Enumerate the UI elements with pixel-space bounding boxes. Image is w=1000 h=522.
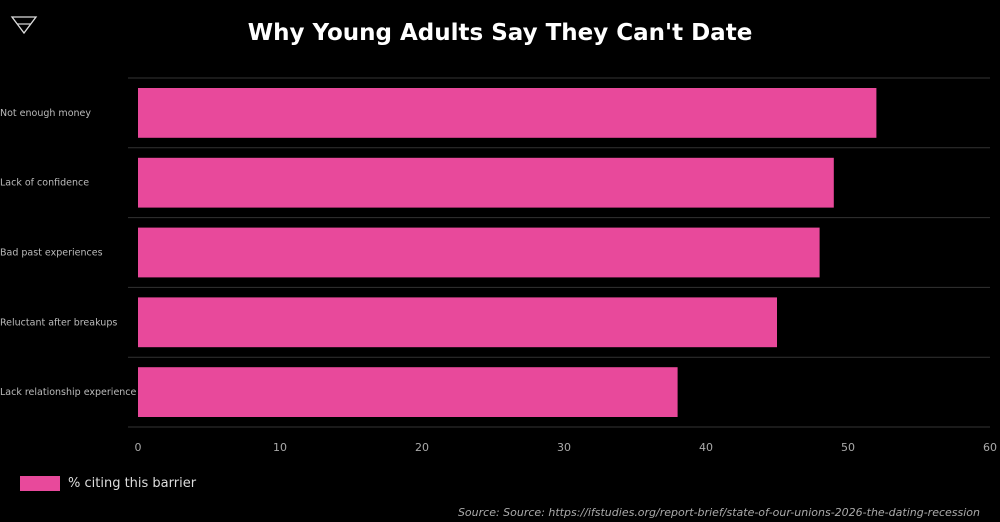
category-label: Not enough money xyxy=(0,108,91,119)
triangle-logo-icon xyxy=(10,16,38,35)
chart-title: Why Young Adults Say They Can't Date xyxy=(247,20,753,46)
bar xyxy=(138,88,877,138)
category-label: Reluctant after breakups xyxy=(0,317,117,328)
x-tick-label: 10 xyxy=(273,441,287,454)
x-tick-label: 60 xyxy=(983,441,997,454)
x-tick-label: 40 xyxy=(699,441,713,454)
bar xyxy=(138,297,777,348)
x-tick-label: 20 xyxy=(415,441,429,454)
source-note: Source: Source: https://ifstudies.org/re… xyxy=(457,506,980,519)
category-label: Bad past experiences xyxy=(0,248,103,259)
category-label: Lack of confidence xyxy=(0,178,89,189)
bar xyxy=(138,227,820,278)
bar xyxy=(138,367,678,417)
x-tick-label: 50 xyxy=(841,441,855,454)
x-tick-label: 0 xyxy=(135,441,142,454)
legend-swatch xyxy=(20,476,60,491)
bar xyxy=(138,157,834,208)
legend-label: % citing this barrier xyxy=(68,476,197,491)
legend: % citing this barrier xyxy=(20,476,196,491)
bar-chart: Not enough money Lack of confidence Bad pa… xyxy=(0,77,997,454)
category-label: Lack relationship experience xyxy=(0,387,137,398)
x-tick-label: 30 xyxy=(557,441,571,454)
